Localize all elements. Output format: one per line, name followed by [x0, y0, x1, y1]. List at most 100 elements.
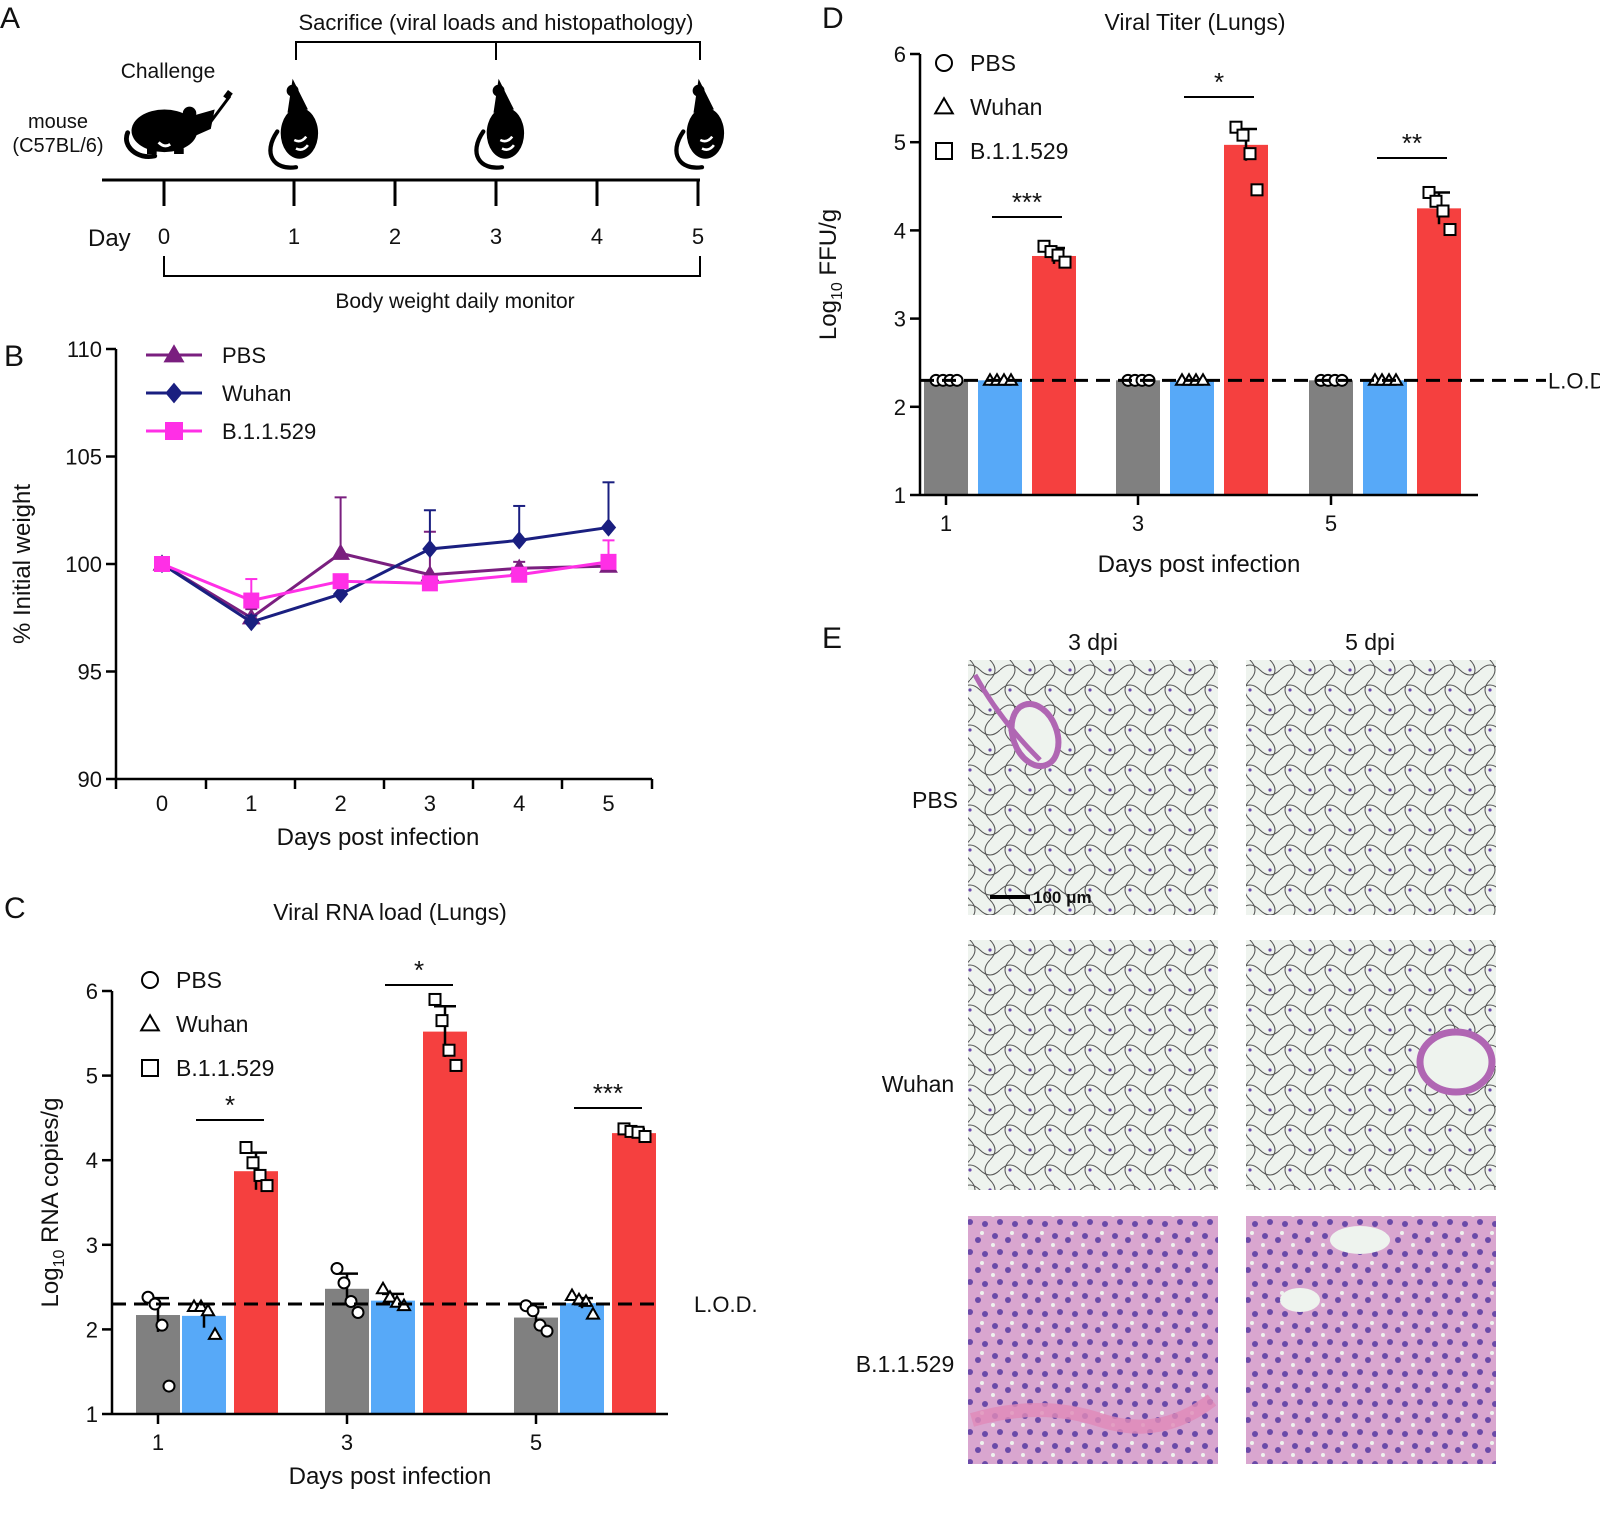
bar-pbs — [325, 1288, 369, 1414]
panel-b-letter: B — [4, 340, 24, 373]
mouse-sacrifice-icon — [676, 79, 724, 168]
x-tick-label: 5 — [1325, 511, 1337, 536]
replicate-point — [1243, 147, 1257, 161]
histology-pbs-5dpi — [1246, 660, 1496, 915]
data-point — [511, 531, 527, 550]
x-tick-label: 3 — [424, 791, 436, 816]
replicate-point — [585, 1306, 601, 1320]
histology-b11529-3dpi — [968, 1216, 1218, 1464]
mouse-injection-icon — [126, 107, 214, 157]
y-axis-label: Log10 FFU/g — [815, 209, 846, 340]
replicate-point — [1058, 255, 1072, 269]
x-tick-label: 4 — [513, 791, 525, 816]
replicate-point — [246, 1156, 260, 1170]
legend-label: B.1.1.529 — [970, 138, 1068, 164]
x-tick-label: 5 — [530, 1430, 542, 1455]
panel-b: B 90 95 100 105 110 0 1 2 3 4 5 Days post infection… — [4, 337, 654, 851]
challenge-label: Challenge — [121, 60, 216, 83]
y-tick-label: 105 — [65, 445, 102, 470]
lod-label: L.O.D. — [694, 1292, 758, 1317]
significance-marker: ** — [1402, 128, 1422, 158]
mouse-sacrifice-icon — [476, 79, 524, 168]
legend-marker — [165, 382, 183, 404]
timeline-day-label: 3 — [490, 224, 502, 249]
replicate-point — [207, 1326, 223, 1340]
panel-e-letter: E — [822, 622, 842, 655]
replicate-point — [428, 992, 442, 1006]
replicate-point — [193, 1298, 209, 1312]
replicate-point — [1436, 204, 1450, 218]
sacrifice-label: Sacrifice (viral loads and histopatholog… — [299, 10, 694, 35]
legend-marker — [141, 971, 159, 989]
y-tick-label: 110 — [67, 337, 102, 362]
data-point — [243, 592, 260, 609]
legend-label: Wuhan — [176, 1011, 248, 1037]
panel-a: A Sacrifice (viral loads and histopathol… — [0, 2, 724, 313]
series-line-pbs — [161, 551, 609, 620]
significance-marker: * — [1214, 67, 1224, 97]
y-tick-label: 6 — [894, 42, 906, 67]
legend-label: PBS — [970, 50, 1016, 76]
significance-marker: * — [225, 1090, 235, 1120]
timeline-day-label: 1 — [288, 224, 300, 249]
timeline-day-label: 0 — [158, 224, 170, 249]
chart-c-title: Viral RNA load (Lungs) — [273, 899, 507, 925]
replicate-point — [155, 1318, 169, 1332]
panel-d-letter: D — [822, 2, 844, 35]
x-tick-label: 5 — [602, 791, 614, 816]
mouse-label: mouse — [28, 111, 88, 133]
y-tick-label: 3 — [894, 307, 906, 332]
significance-marker: *** — [593, 1078, 623, 1108]
bar-b.1.1.529 — [1224, 144, 1268, 495]
x-tick-label: 1 — [940, 511, 952, 536]
replicate-point — [442, 1043, 456, 1057]
chart-d-title: Viral Titer (Lungs) — [1104, 9, 1285, 35]
data-point — [600, 518, 617, 537]
monitor-label: Body weight daily monitor — [335, 290, 574, 313]
scale-bar-label: 100 μm — [1033, 888, 1092, 907]
y-axis-label: Log10 RNA copies/g — [37, 1098, 68, 1308]
legend-marker — [935, 142, 953, 160]
y-tick-label: 2 — [894, 395, 906, 420]
legend-label: B.1.1.529 — [222, 419, 316, 444]
bar-b.1.1.529 — [612, 1133, 656, 1414]
y-tick-label: 1 — [894, 483, 906, 508]
data-point — [332, 573, 349, 590]
replicate-point — [1051, 248, 1065, 262]
panel-c: C Viral RNA load (Lungs) L.O.D. 1 2 3 4 5 6 1 * 3… — [4, 892, 758, 1490]
legend-label: B.1.1.529 — [176, 1055, 274, 1081]
replicate-point — [638, 1130, 652, 1144]
x-axis-label: Days post infection — [277, 824, 480, 851]
x-axis-label: Days post infection — [289, 1463, 492, 1490]
bar-b.1.1.529 — [234, 1171, 278, 1414]
replicate-point — [1250, 183, 1264, 197]
row-label-b11529: B.1.1.529 — [856, 1351, 954, 1377]
data-point — [243, 612, 259, 632]
bar-pbs — [924, 380, 968, 495]
timeline-day-label: 4 — [591, 224, 603, 249]
series-line-wuhan — [161, 525, 609, 624]
legend-label: Wuhan — [222, 381, 291, 406]
y-tick-label: 6 — [86, 979, 98, 1004]
replicate-point — [1443, 223, 1457, 237]
strain-label: (C57BL/6) — [12, 135, 103, 157]
y-tick-label: 100 — [65, 552, 102, 577]
replicate-point — [540, 1324, 554, 1338]
x-axis-label: Days post infection — [1098, 551, 1301, 578]
legend-label: Wuhan — [970, 94, 1042, 120]
legend-marker — [163, 344, 185, 363]
histology-b11529-5dpi — [1246, 1216, 1496, 1464]
significance-marker: * — [414, 955, 424, 985]
x-tick-label: 3 — [341, 1430, 353, 1455]
replicate-point — [344, 1294, 358, 1308]
data-point — [154, 556, 170, 572]
legend-marker — [139, 1013, 161, 1032]
y-tick-label: 4 — [86, 1148, 98, 1173]
bar-pbs — [1309, 380, 1353, 495]
panel-a-letter: A — [0, 2, 20, 35]
replicate-point — [351, 1305, 365, 1319]
bar-b.1.1.529 — [423, 1031, 467, 1414]
data-point — [332, 584, 349, 604]
replicate-point — [449, 1058, 463, 1072]
